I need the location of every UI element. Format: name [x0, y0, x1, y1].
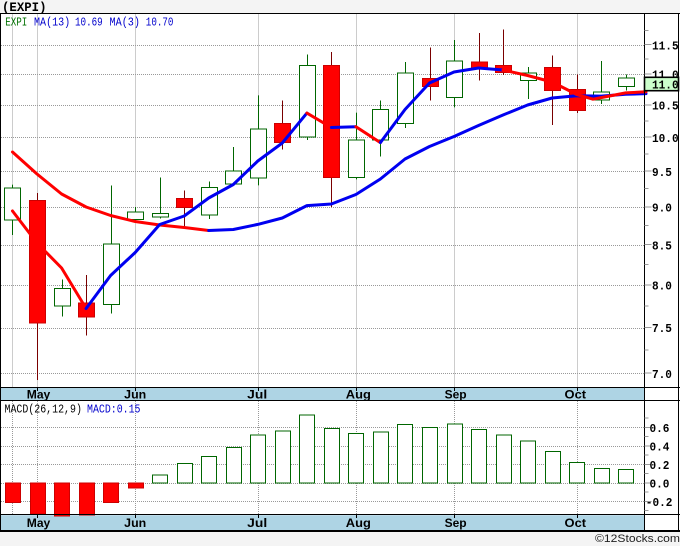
svg-text:Sep: Sep	[445, 516, 467, 530]
svg-text:0.6: 0.6	[650, 422, 670, 436]
svg-text:9.0: 9.0	[652, 202, 672, 216]
svg-text:-0.2: -0.2	[646, 496, 673, 510]
svg-text:©12Stocks.com: ©12Stocks.com	[595, 533, 680, 545]
svg-text:Aug: Aug	[346, 387, 371, 401]
svg-text:7.0: 7.0	[652, 368, 672, 382]
svg-text:Jun: Jun	[124, 516, 146, 530]
svg-text:10.70: 10.70	[146, 16, 174, 30]
svg-text:0.0: 0.0	[650, 478, 670, 492]
svg-text:0.4: 0.4	[650, 441, 670, 455]
svg-text:Oct: Oct	[565, 516, 587, 530]
svg-text:MACD:0.15: MACD:0.15	[87, 402, 141, 416]
svg-text:7.5: 7.5	[652, 322, 672, 336]
svg-text:MA(13): MA(13)	[34, 16, 70, 30]
svg-text:Jun: Jun	[124, 387, 146, 401]
svg-text:10.5: 10.5	[652, 100, 679, 114]
svg-text:Oct: Oct	[565, 387, 587, 401]
svg-text:MA(3): MA(3)	[110, 16, 141, 30]
svg-text:Jul: Jul	[247, 516, 267, 530]
svg-text:May: May	[27, 516, 51, 530]
svg-text:11.0: 11.0	[652, 79, 679, 93]
svg-text:10.0: 10.0	[652, 132, 679, 146]
svg-text:Aug: Aug	[346, 516, 371, 530]
svg-text:Sep: Sep	[445, 387, 467, 401]
svg-text:Jul: Jul	[247, 387, 267, 401]
svg-text:9.5: 9.5	[652, 166, 672, 180]
svg-text:11.5: 11.5	[652, 39, 679, 53]
svg-text:0.2: 0.2	[650, 459, 670, 473]
svg-text:May: May	[27, 387, 51, 401]
svg-text:10.69: 10.69	[75, 16, 103, 30]
svg-text:(EXPI): (EXPI)	[2, 0, 47, 15]
svg-text:MACD(26,12,9): MACD(26,12,9)	[5, 402, 82, 416]
svg-text:8.5: 8.5	[652, 239, 672, 253]
svg-text:8.0: 8.0	[652, 280, 672, 294]
svg-text:EXPI: EXPI	[5, 16, 27, 30]
